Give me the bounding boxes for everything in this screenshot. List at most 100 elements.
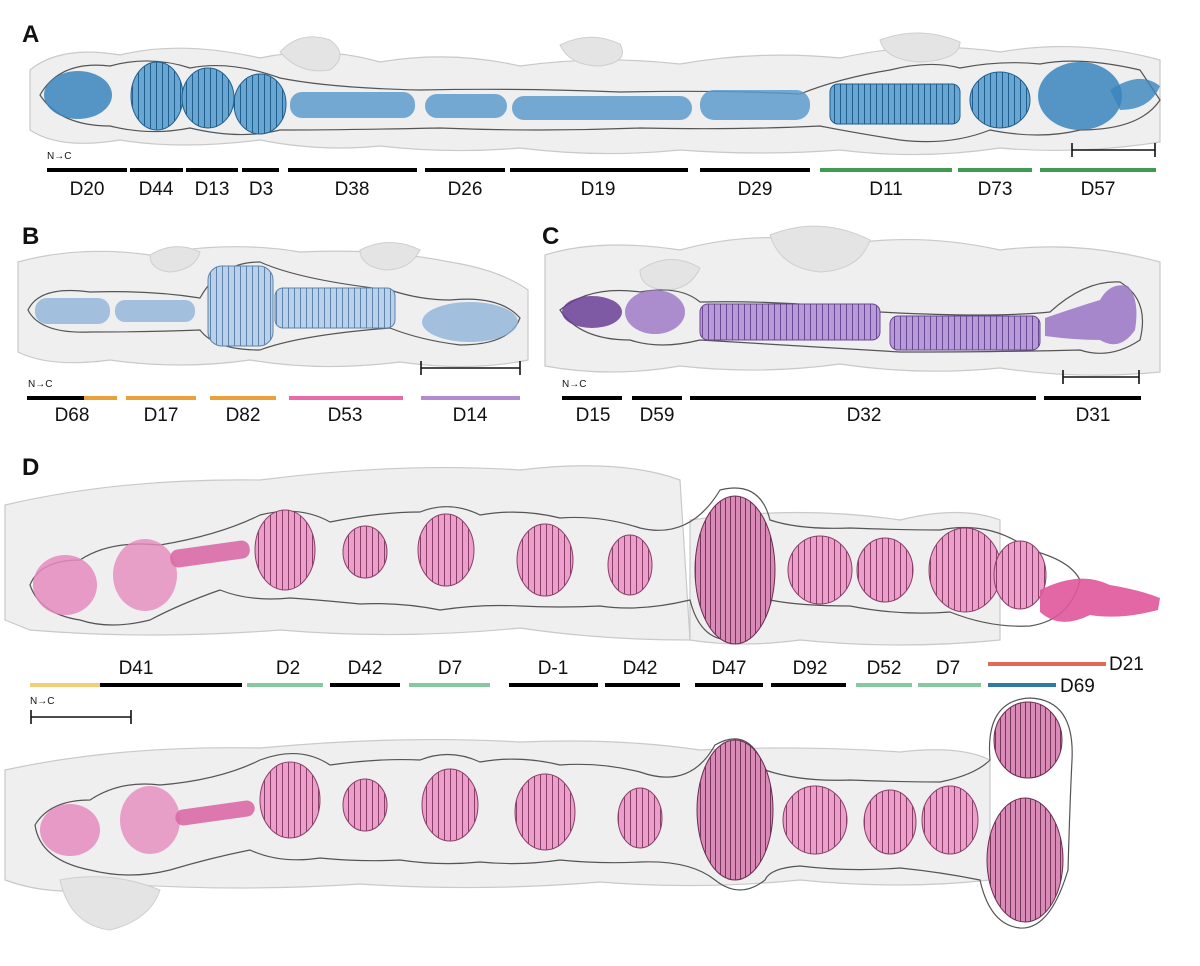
domain-label: D7 — [936, 658, 960, 679]
domain-blob-d69-b — [986, 797, 1064, 923]
domain-label: D7 — [438, 658, 462, 679]
domain-blob-d15 — [562, 296, 622, 328]
domain-blob-d21-b — [993, 701, 1063, 779]
domain-blob-d2-b — [259, 761, 321, 839]
domain-blob-d73 — [969, 71, 1031, 129]
domain-blob-d59 — [625, 290, 685, 334]
domain-label: D44 — [139, 179, 174, 200]
panel-d-domain-bars — [30, 662, 1106, 687]
domain-blob-d20 — [44, 71, 112, 119]
domain-blob-d52-b — [863, 789, 917, 855]
domain-label: D17 — [144, 405, 179, 426]
panel-d-n-to-c: N→C — [30, 696, 54, 707]
panel-d: D — [4, 454, 1160, 931]
panel-c-letter: C — [542, 223, 559, 250]
domain-label: D-1 — [538, 658, 569, 679]
domain-blob-d69-helices — [1040, 578, 1160, 622]
panel-d-letter: D — [22, 454, 39, 481]
panel-a-letter: A — [22, 21, 39, 48]
domain-blob-d53 — [274, 287, 396, 329]
panel-c-scale-bar — [1062, 370, 1140, 384]
domain-label: D31 — [1076, 405, 1111, 426]
panel-c: C N→C D15 D59 D3 — [542, 223, 1161, 426]
domain-blob-d47 — [694, 495, 776, 645]
domain-label: D20 — [70, 179, 105, 200]
domain-blob-d13 — [181, 67, 235, 129]
panel-d-bottom-protein-model — [34, 697, 1073, 929]
panel-c-protein-model — [559, 281, 1144, 354]
domain-blob-d41-a-b — [120, 786, 180, 854]
domain-label: D11 — [869, 179, 902, 200]
domain-blob-d32-b — [889, 315, 1041, 351]
domain-label: D57 — [1081, 179, 1116, 200]
domain-blob-d41-a — [113, 539, 177, 611]
domain-label: D29 — [738, 179, 773, 200]
domain-label: D19 — [581, 179, 616, 200]
domain-blob-d92 — [787, 535, 853, 605]
domain-label: D69 — [1060, 676, 1095, 697]
domain-label: D47 — [712, 658, 747, 679]
domain-blob-d52 — [856, 537, 914, 603]
domain-blob-d38 — [290, 92, 415, 118]
domain-blob-d7-a-b — [421, 768, 479, 842]
panel-b-protein-model — [27, 261, 521, 351]
domain-label: D42 — [623, 658, 658, 679]
domain-label: D42 — [348, 658, 383, 679]
domain-blob-d14 — [422, 302, 518, 342]
domain-blob-d68 — [35, 298, 110, 324]
domain-blob-d32-a — [699, 303, 881, 341]
panel-b-domain-labels: D68 D17 D82 D53 D14 — [55, 405, 488, 426]
panel-b-letter: B — [22, 223, 39, 250]
domain-label: D52 — [867, 658, 902, 679]
domain-blob-d3 — [233, 73, 287, 135]
panel-c-domain-labels: D15 D59 D32 D31 — [576, 405, 1111, 426]
domain-label: D26 — [448, 179, 483, 200]
panel-d-top-protein-model — [29, 487, 1160, 645]
domain-blob-d92-b — [782, 785, 848, 855]
domain-blob-d42-b-b — [617, 787, 663, 849]
panel-a-protein-model — [39, 60, 1161, 143]
domain-blob-dm1-b — [514, 773, 576, 851]
domain-label: D59 — [640, 405, 675, 426]
panel-a: A N→C — [22, 21, 1161, 200]
panel-c-n-to-c: N→C — [562, 379, 586, 390]
domain-label: D15 — [576, 405, 611, 426]
domain-label: D3 — [249, 179, 273, 200]
domain-blob-d29 — [700, 90, 810, 120]
panel-a-domain-labels: D20 D44 D13 D3 D38 D26 D19 D29 D11 D73 D… — [70, 179, 1116, 200]
domain-blob-d7-b-b — [921, 785, 979, 855]
domain-blob-d7-a — [417, 513, 475, 587]
domain-label: D92 — [793, 658, 828, 679]
domain-blob-d42-b — [607, 534, 653, 596]
domain-blob-d42-a — [342, 525, 388, 579]
domain-blob-d7-b — [928, 527, 1002, 613]
domain-label: D68 — [55, 405, 90, 426]
domain-label: D73 — [978, 179, 1013, 200]
panel-a-scale-bar — [1071, 143, 1156, 157]
panel-d-domain-labels: D41 D2 D42 D7 D-1 D42 D47 D92 D52 D7 D21… — [119, 654, 1144, 697]
domain-blob-d42-a-b — [342, 778, 388, 832]
domain-blob-d26 — [425, 94, 507, 118]
domain-blob-d17 — [115, 300, 195, 322]
domain-blob-d41-helix-b — [175, 800, 255, 826]
panel-b-n-to-c: N→C — [28, 379, 52, 390]
domain-blob-d19 — [512, 96, 692, 120]
domain-blob-d31 — [1045, 285, 1137, 345]
domain-blob-d47-b — [696, 739, 774, 881]
domain-blob-d41-helix — [170, 540, 250, 568]
panel-a-n-to-c: N→C — [47, 151, 71, 162]
domain-label: D14 — [453, 405, 488, 426]
domain-label: D53 — [328, 405, 363, 426]
domain-blob-d11 — [829, 83, 961, 125]
domain-blob-d57 — [1038, 62, 1122, 130]
domain-blob-d21 — [993, 540, 1047, 610]
domain-label: D21 — [1109, 654, 1144, 675]
domain-label: D38 — [335, 179, 370, 200]
domain-label: D41 — [119, 658, 154, 679]
panel-b-scale-bar — [420, 361, 521, 375]
domain-blob-d41-n-b — [40, 804, 100, 856]
panel-d-scale-bar — [30, 710, 132, 724]
domain-label: D13 — [195, 179, 230, 200]
domain-label: D32 — [847, 405, 882, 426]
